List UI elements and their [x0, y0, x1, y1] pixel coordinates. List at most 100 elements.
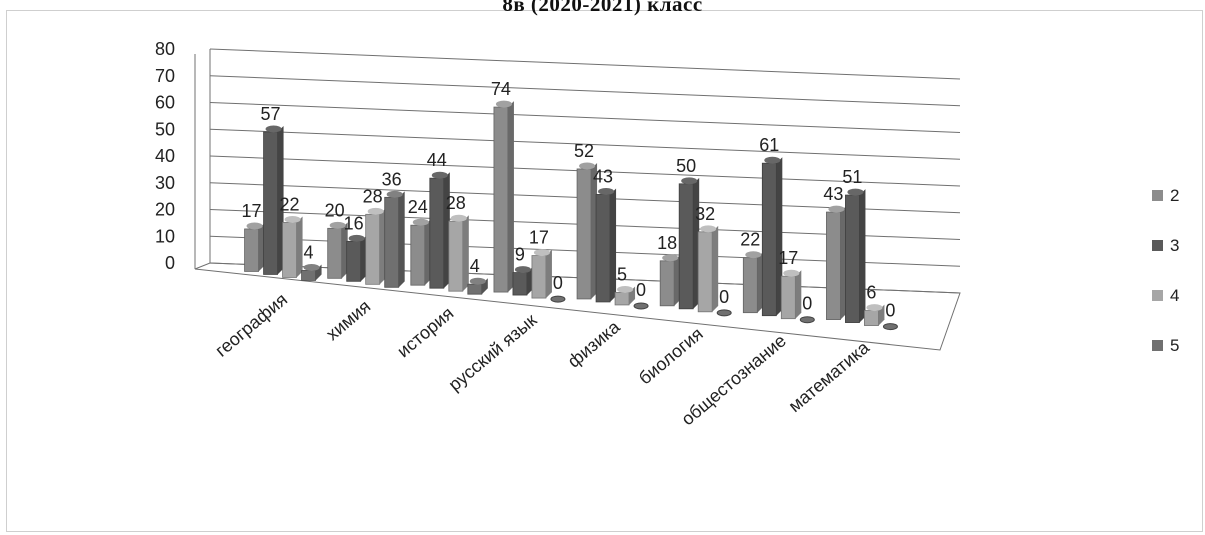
bar-front [410, 224, 426, 286]
chart-frame [6, 10, 1203, 532]
bar-front [365, 213, 381, 285]
data-label: 16 [344, 213, 364, 233]
bar-front [678, 183, 694, 310]
legend-swatch [1152, 190, 1163, 201]
data-label: 36 [382, 169, 402, 189]
bar-top [265, 125, 282, 133]
legend-label: 2 [1170, 186, 1179, 205]
bar-side [296, 216, 303, 278]
bar-top [514, 266, 531, 274]
bar-top [847, 188, 864, 196]
bar-flat [882, 323, 898, 331]
data-label: 43 [593, 166, 613, 186]
bar-side [674, 254, 681, 306]
bar-front [429, 177, 445, 289]
data-label: 4 [304, 242, 314, 262]
x-category-label: биология [635, 324, 707, 389]
data-label: 22 [280, 194, 300, 214]
bar-front [467, 283, 483, 295]
bar-front [282, 222, 297, 278]
bar-side [481, 278, 488, 295]
data-label: 4 [470, 256, 480, 276]
bar-flat [550, 295, 566, 303]
bar-front [845, 194, 860, 323]
bar-side [712, 225, 719, 312]
bar-front [742, 257, 758, 314]
bar-top [367, 207, 384, 215]
y-tick-label: 40 [155, 146, 175, 166]
bar-top [469, 277, 486, 285]
data-label: 32 [695, 204, 715, 224]
bar-side [591, 162, 598, 299]
gridline [209, 48, 961, 80]
bar-top [303, 263, 320, 271]
legend-label: 4 [1170, 286, 1179, 305]
bar-side [757, 251, 764, 313]
data-label: 17 [242, 201, 262, 221]
bar-front [697, 231, 713, 313]
data-label: 24 [408, 197, 428, 217]
data-label: 52 [574, 141, 594, 161]
data-label: 5 [617, 264, 627, 284]
data-label: 17 [778, 248, 798, 268]
bar-side [610, 188, 617, 302]
bar-front [301, 270, 316, 281]
bar-front [614, 292, 630, 306]
data-label: 18 [657, 233, 677, 253]
bar-front [659, 260, 675, 307]
data-label: 43 [823, 184, 843, 204]
bar-front [346, 240, 362, 282]
bar-top [617, 285, 634, 293]
bar-top [866, 304, 883, 312]
legend-label: 3 [1170, 236, 1179, 255]
data-label: 9 [515, 245, 525, 265]
bar-flat [716, 309, 732, 317]
legend-swatch [1152, 340, 1163, 351]
bar-top [386, 190, 403, 198]
bar-side [462, 215, 469, 292]
x-category-label: химия [322, 296, 374, 344]
bar-side [507, 101, 514, 293]
data-label: 28 [446, 193, 466, 213]
x-category-label: физика [564, 316, 625, 371]
data-label: 6 [866, 283, 876, 303]
data-label: 57 [261, 104, 281, 124]
y-tick-label: 80 [155, 39, 175, 59]
bar-top [495, 100, 512, 108]
chart-title: 8в (2020-2021) класс [502, 0, 703, 16]
data-label: 74 [491, 79, 511, 99]
bar-top [533, 249, 550, 257]
bar-front [576, 168, 592, 300]
y-tick-label: 0 [165, 253, 175, 273]
bar-top [662, 254, 679, 262]
bar-top [246, 222, 263, 230]
bar-top [598, 187, 615, 195]
bar-side [776, 157, 783, 316]
y-tick-label: 20 [155, 200, 175, 220]
bar-side [398, 191, 405, 288]
bar-top [764, 156, 781, 164]
bar-top [348, 234, 365, 242]
data-label: 0 [553, 273, 563, 293]
x-category-label: история [393, 303, 457, 361]
bar-top [745, 251, 762, 259]
bar-side [693, 177, 700, 309]
bar-side [526, 266, 533, 296]
bar-front [448, 220, 464, 292]
data-label: 50 [676, 156, 696, 176]
legend-swatch [1152, 290, 1163, 301]
bar-top [412, 218, 429, 226]
y-tick-label: 60 [155, 93, 175, 113]
bar-front [244, 228, 259, 272]
bar-side [859, 189, 866, 323]
bar-top [700, 225, 717, 233]
bar-front [531, 255, 547, 299]
bar-front [263, 131, 278, 275]
bar-top [681, 177, 698, 185]
bar-top [329, 221, 346, 229]
bar-front [780, 275, 796, 320]
bar-side [341, 222, 348, 279]
y-tick-label: 30 [155, 173, 175, 193]
bar-side [795, 270, 802, 319]
data-label: 51 [842, 167, 862, 187]
